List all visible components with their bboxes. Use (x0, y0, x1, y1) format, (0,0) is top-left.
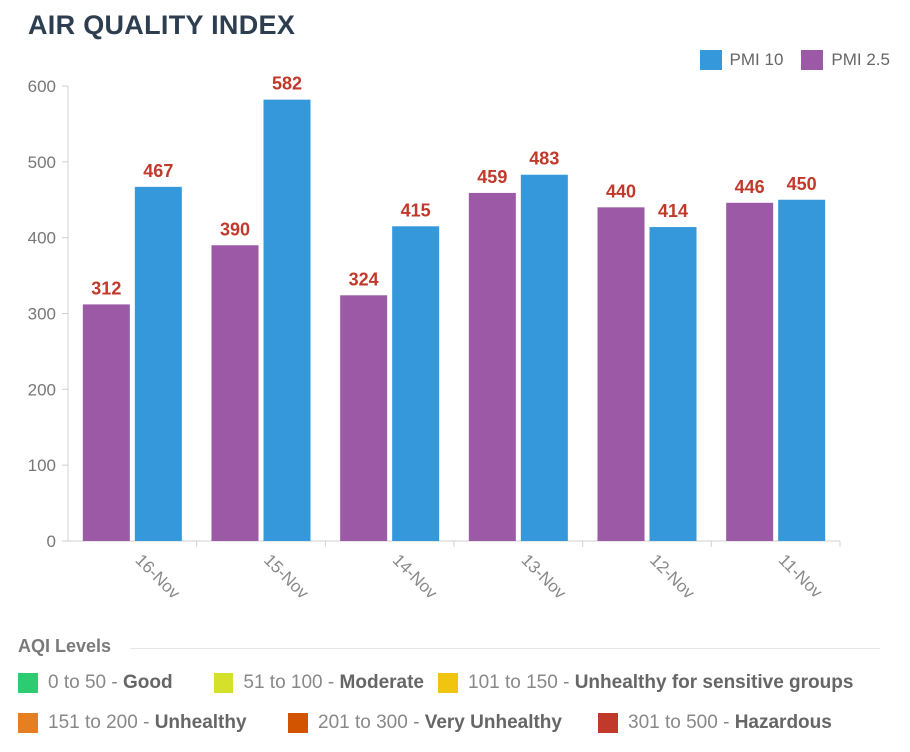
aqi-levels-list: 0 to 50 - Good 51 to 100 - Moderate 101 … (18, 672, 898, 734)
y-tick-label: 0 (47, 532, 56, 551)
aqi-level-name: Moderate (339, 672, 424, 693)
chart-legend: PMI 10 PMI 2.5 (699, 50, 890, 70)
data-label: 446 (735, 177, 765, 197)
aqi-levels-title: AQI Levels (18, 636, 112, 656)
data-label: 390 (220, 219, 250, 239)
x-tick-label: 15-Nov (260, 550, 313, 603)
aqi-level-good: 0 to 50 - Good (18, 672, 200, 694)
y-tick-label: 400 (28, 229, 56, 248)
data-label: 324 (349, 269, 379, 289)
aqi-level-name: Unhealthy (154, 712, 247, 733)
bar-pmi10 (778, 199, 826, 541)
bar-pmi10 (134, 186, 182, 541)
aqi-level-range: 301 to 500 (628, 712, 718, 733)
aqi-level-name: Hazardous (734, 712, 832, 733)
aqi-level-hazardous: 301 to 500 - Hazardous (598, 712, 832, 734)
x-tick-label: 13-Nov (518, 550, 571, 603)
x-tick-label: 14-Nov (389, 550, 442, 603)
legend-label-pmi25: PMI 2.5 (831, 50, 890, 69)
bar-pmi25 (597, 207, 645, 542)
data-label: 415 (401, 200, 431, 220)
y-tick-label: 600 (28, 77, 56, 96)
data-label: 582 (272, 74, 302, 94)
y-tick-label: 300 (28, 305, 56, 324)
aqi-level-swatch (18, 713, 38, 733)
y-tick-label: 500 (28, 153, 56, 172)
aqi-level-unhealthy-sensitive: 101 to 150 - Unhealthy for sensitive gro… (438, 672, 853, 694)
aqi-level-swatch (598, 713, 618, 733)
bar-pmi10 (392, 226, 440, 541)
bar-pmi10 (520, 174, 568, 541)
bar-pmi25 (468, 192, 516, 542)
aqi-level-swatch (18, 673, 38, 693)
aqi-level-name: Good (123, 672, 173, 693)
aqi-level-name: Unhealthy for sensitive groups (574, 672, 854, 693)
bar-pmi25 (211, 245, 259, 541)
aqi-level-moderate: 51 to 100 - Moderate (214, 672, 424, 694)
aqi-level-name: Very Unhealthy (424, 712, 562, 733)
data-label: 467 (143, 161, 173, 181)
legend-item-pmi10[interactable]: PMI 10 (699, 50, 784, 70)
x-tick-label: 12-Nov (646, 550, 699, 603)
aqi-level-range: 51 to 100 (243, 672, 323, 693)
aqi-level-range: 151 to 200 (48, 712, 138, 733)
data-label: 459 (477, 167, 507, 187)
aqi-level-range: 0 to 50 (48, 672, 107, 693)
aqi-level-unhealthy: 151 to 200 - Unhealthy (18, 712, 274, 734)
bar-pmi25 (82, 304, 130, 541)
x-tick-label: 16-Nov (132, 550, 185, 603)
data-label: 450 (787, 174, 817, 194)
bar-chart: 0 100 200 300 400 500 600 312 467 16-Nov 390 582 15-… (28, 74, 841, 603)
aqi-level-range: 101 to 150 (468, 672, 558, 693)
aqi-level-swatch (214, 673, 234, 693)
aqi-level-range: 201 to 300 (318, 712, 408, 733)
legend-swatch-pmi10 (699, 50, 722, 70)
legend-label-pmi10: PMI 10 (729, 50, 784, 69)
bar-pmi10 (263, 99, 311, 542)
data-label: 414 (658, 201, 688, 221)
y-tick-label: 100 (28, 456, 56, 475)
bar-pmi25 (340, 295, 388, 541)
legend-swatch-pmi25 (801, 50, 824, 70)
data-label: 440 (606, 181, 636, 201)
data-label: 312 (91, 278, 121, 298)
aqi-level-swatch (438, 673, 458, 693)
aqi-level-swatch (288, 713, 308, 733)
aqi-levels-divider (130, 648, 880, 649)
data-label: 483 (529, 149, 559, 169)
legend-item-pmi25[interactable]: PMI 2.5 (801, 50, 890, 70)
x-tick-label: 11-Nov (775, 550, 827, 602)
aqi-level-very-unhealthy: 201 to 300 - Very Unhealthy (288, 712, 584, 734)
bar-pmi25 (726, 202, 774, 542)
chart-title: AIR QUALITY INDEX (28, 10, 296, 40)
bar-pmi10 (649, 227, 697, 542)
y-tick-label: 200 (28, 380, 56, 399)
